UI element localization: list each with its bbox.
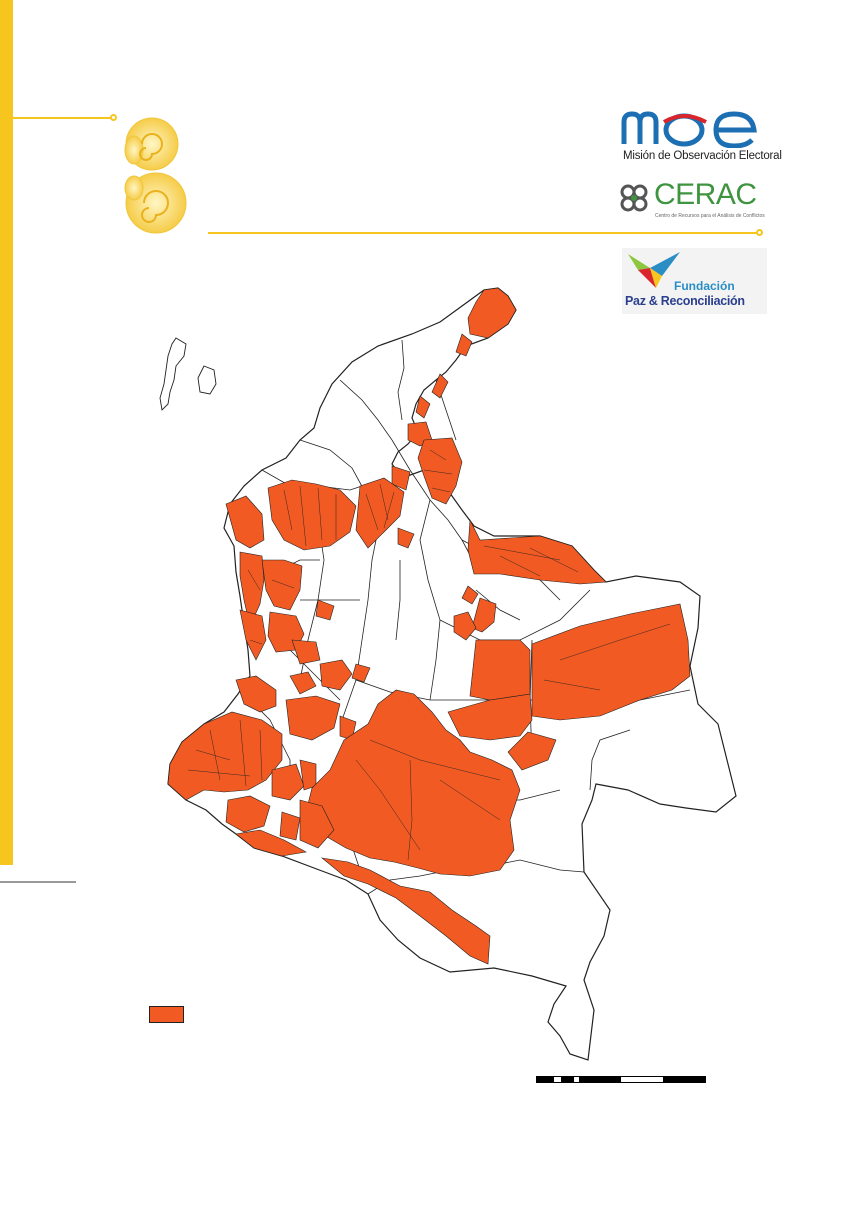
fundacion-line2: Paz & Reconciliación — [625, 294, 745, 308]
rule-end-dot — [756, 229, 763, 236]
left-accent-bar — [0, 0, 13, 865]
fundacion-bird-icon — [628, 252, 680, 288]
cerac-subtitle: Centro de Recursos para el Análisis de C… — [655, 213, 765, 219]
moe-logo: Misión de Observación Electoral — [620, 108, 782, 166]
decorative-swirl-icon — [124, 117, 187, 234]
highlighted-municipalities — [167, 287, 691, 965]
cerac-wordmark: CERAC — [654, 178, 757, 211]
cerac-knot-icon — [620, 184, 648, 212]
scale-bar — [536, 1076, 706, 1083]
fundacion-line1: Fundación — [674, 279, 735, 293]
header-accent-rule — [208, 232, 758, 234]
san-andres-islands — [159, 337, 217, 411]
municipality-lines — [187, 449, 671, 861]
left-gray-rule — [0, 881, 76, 883]
fundacion-logo: Fundación Paz & Reconciliación — [622, 248, 767, 314]
moe-wordmark-icon — [621, 111, 757, 148]
rule-end-dot — [110, 114, 117, 121]
cerac-logo: CERAC Centro de Recursos para el Análisi… — [620, 178, 770, 224]
moe-subtitle: Misión de Observación Electoral — [623, 150, 782, 162]
legend-swatch — [149, 1006, 184, 1023]
top-accent-rule — [13, 117, 113, 119]
